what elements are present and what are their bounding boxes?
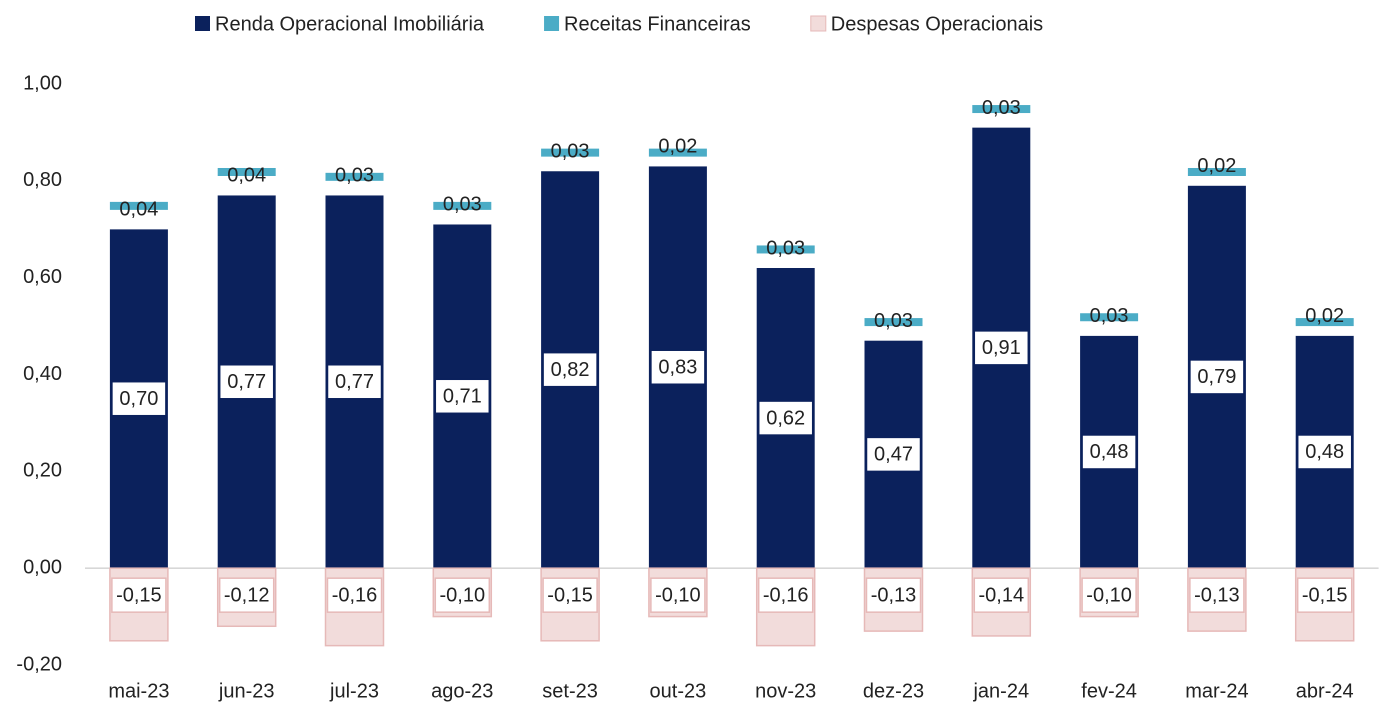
data-label-box [542, 351, 598, 388]
data-label: -0,15 [547, 584, 593, 606]
y-tick-label: 0,60 [23, 266, 62, 288]
data-label: -0,16 [332, 584, 378, 606]
data-label: 0,02 [1197, 155, 1236, 177]
data-label: 0,77 [227, 371, 266, 393]
data-label-box [326, 577, 383, 613]
bar-receitas-cap [433, 201, 492, 210]
x-tick-label: jul-23 [329, 680, 379, 702]
bar-receitas-cap [972, 105, 1031, 114]
data-label-box [434, 577, 491, 613]
legend-label: Despesas Operacionais [831, 13, 1043, 35]
bar-receitas-cap [864, 318, 923, 327]
data-label: 0,03 [874, 310, 913, 332]
data-label: 0,03 [443, 194, 482, 216]
data-label: -0,10 [655, 584, 701, 606]
legend-swatch [195, 16, 210, 31]
data-label-box [218, 364, 275, 400]
legend-label: Receitas Financeiras [564, 13, 751, 35]
data-label: 0,03 [551, 140, 590, 162]
data-label: 0,48 [1090, 441, 1129, 463]
bar-receitas-cap [1187, 167, 1246, 176]
x-tick-label: fev-24 [1081, 680, 1137, 702]
data-label: -0,14 [979, 584, 1025, 606]
data-label-box [1189, 577, 1245, 613]
data-label: -0,10 [1086, 584, 1132, 606]
bar-receitas-cap [217, 167, 276, 176]
x-tick-label: mar-24 [1185, 680, 1248, 702]
data-label-box [1296, 577, 1353, 613]
bar-receitas-cap [109, 201, 168, 210]
y-tick-label: 0,20 [23, 460, 62, 482]
data-label: -0,10 [440, 584, 486, 606]
data-label: 0,03 [766, 237, 805, 259]
data-label-box [757, 400, 814, 436]
data-label-box [1081, 577, 1137, 613]
data-label-box [973, 577, 1030, 613]
data-label: 0,04 [227, 165, 266, 187]
x-tick-label: abr-24 [1296, 680, 1354, 702]
data-label: -0,15 [1302, 584, 1348, 606]
data-label: 0,02 [658, 136, 697, 158]
data-label-box [650, 349, 706, 385]
x-tick-label: mai-23 [108, 680, 169, 702]
bar-receitas-cap [756, 245, 815, 254]
data-label: 0,48 [1305, 441, 1344, 463]
data-label: -0,16 [763, 584, 809, 606]
data-label-box [111, 577, 167, 613]
y-tick-label: 0,40 [23, 363, 62, 385]
data-label-box [1296, 434, 1353, 470]
y-tick-label: 0,00 [23, 556, 62, 578]
data-label: 0,82 [551, 359, 590, 381]
bar-receitas-cap [325, 172, 384, 181]
legend-label: Renda Operacional Imobiliária [215, 13, 485, 35]
data-label: 0,77 [335, 371, 374, 393]
data-label-box [1189, 359, 1245, 395]
data-label: -0,13 [1194, 584, 1240, 606]
y-tick-label: 0,80 [23, 169, 62, 191]
x-tick-label: jun-23 [218, 680, 275, 702]
data-label: -0,13 [871, 584, 917, 606]
data-label-box [326, 364, 383, 400]
data-label: 0,02 [1305, 305, 1344, 327]
data-label-box [757, 577, 814, 613]
data-label-box [434, 378, 491, 415]
bar-receitas-cap [648, 148, 707, 157]
data-label: 0,79 [1197, 366, 1236, 388]
data-label: 0,91 [982, 337, 1021, 359]
bar-receitas-cap [1080, 313, 1139, 322]
data-label-box [865, 577, 922, 613]
data-label: 0,03 [335, 165, 374, 187]
data-label: 0,04 [119, 199, 158, 221]
data-label: 0,62 [766, 407, 805, 429]
data-label-box [865, 436, 922, 473]
bar-receitas-cap [1295, 318, 1354, 327]
data-label: 0,70 [119, 388, 158, 410]
y-tick-label: -0,20 [16, 653, 62, 675]
data-label: -0,12 [224, 584, 270, 606]
data-label: -0,15 [116, 584, 162, 606]
data-label: 0,71 [443, 386, 482, 408]
legend-swatch [810, 15, 827, 32]
x-tick-label: nov-23 [755, 680, 816, 702]
x-tick-label: set-23 [542, 680, 598, 702]
data-label: 0,03 [1090, 305, 1129, 327]
data-label-box [650, 577, 706, 613]
legend-swatch [544, 16, 560, 31]
data-label-box [218, 577, 275, 613]
data-label-box [973, 330, 1030, 366]
x-tick-label: jan-24 [972, 680, 1029, 702]
data-label: 0,83 [658, 357, 697, 379]
x-tick-label: ago-23 [431, 680, 493, 702]
x-tick-label: out-23 [650, 680, 707, 702]
bar-receitas-cap [541, 148, 600, 157]
data-label-box [111, 380, 167, 417]
data-label: 0,47 [874, 444, 913, 466]
data-label-box [542, 577, 598, 613]
y-tick-label: 1,00 [23, 72, 62, 94]
data-label-box [1081, 434, 1137, 470]
data-label: 0,03 [982, 97, 1021, 119]
x-tick-label: dez-23 [863, 680, 924, 702]
